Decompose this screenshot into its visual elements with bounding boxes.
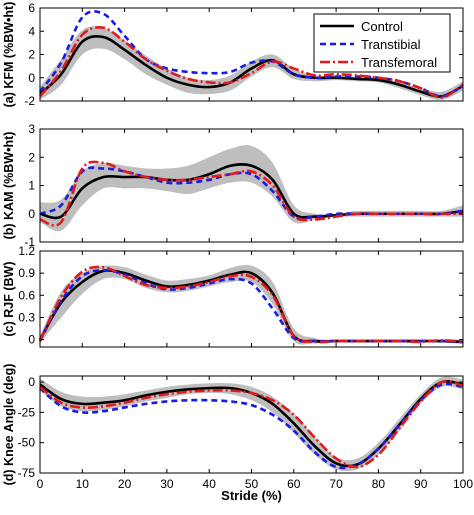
series-line-transfemoral bbox=[39, 160, 463, 227]
y-tick-label: 0 bbox=[28, 333, 35, 347]
panel-a: -2 0 2 4 6 (a) KFM (%BW•ht) bbox=[2, 1, 464, 108]
x-tick-label: 40 bbox=[203, 477, 217, 491]
series-line-transtibial bbox=[38, 10, 464, 98]
x-tick-label: 50 bbox=[245, 477, 259, 491]
y-axis-label: (c) RJF (BW) bbox=[2, 262, 16, 337]
y-tick-label: 1.2 bbox=[18, 244, 35, 258]
panel-d: -75 -50 -25 0 0 10 20 30 40 50 60 70 80 90 100 (d) Knee… bbox=[2, 364, 473, 503]
y-axis-label: (b) KAM (%BW•ht) bbox=[2, 132, 16, 240]
y-tick-label: 0 bbox=[28, 71, 35, 85]
y-tick-label: 0 bbox=[28, 375, 35, 389]
y-tick-label: 6 bbox=[28, 1, 35, 15]
y-tick-label: -2 bbox=[24, 94, 35, 108]
y-axis-label: (a) KFM (%BW•ht) bbox=[2, 2, 16, 108]
panel-b: -1 0 1 2 3 (b) KAM (%BW•ht) bbox=[2, 122, 464, 249]
x-tick-label: 0 bbox=[37, 477, 44, 491]
sd-band bbox=[40, 376, 463, 472]
series-line-transfemoral bbox=[39, 380, 464, 469]
x-tick-label: 30 bbox=[160, 477, 174, 491]
y-axis-label: (d) Knee Angle (deg) bbox=[2, 364, 16, 486]
y-tick-label: 4 bbox=[28, 24, 35, 38]
x-tick-label: 90 bbox=[414, 477, 428, 491]
y-tick-label: 2 bbox=[28, 150, 35, 164]
legend-control-label: Control bbox=[361, 19, 403, 34]
y-tick-label: -1 bbox=[24, 235, 35, 249]
x-tick-label: 20 bbox=[118, 477, 132, 491]
series-line-transtibial bbox=[39, 382, 464, 470]
legend-box bbox=[313, 13, 451, 73]
y-tick-label: -50 bbox=[18, 436, 36, 450]
y-tick-label: 0 bbox=[28, 207, 35, 221]
series-line-control bbox=[39, 35, 464, 98]
panel-c: 0 0.3 0.6 0.9 1.2(c) RJF (BW) bbox=[2, 244, 464, 348]
x-tick-label: 10 bbox=[76, 477, 90, 491]
x-tick-label: 80 bbox=[372, 477, 386, 491]
x-tick-label: 60 bbox=[287, 477, 301, 491]
y-tick-label: 0.6 bbox=[18, 288, 35, 302]
series-line-transtibial bbox=[39, 166, 464, 220]
y-tick-label: 0.9 bbox=[18, 266, 35, 280]
legend-transfemoral-label: Transfemoral bbox=[361, 55, 437, 70]
y-tick-label: 1 bbox=[28, 179, 35, 193]
y-tick-label: 2 bbox=[28, 48, 35, 62]
legend-transtibial-label: Transtibial bbox=[361, 37, 421, 52]
legend: Control Transtibial Transfemoral bbox=[313, 13, 451, 73]
plot-frame bbox=[39, 250, 464, 348]
sd-band bbox=[40, 145, 463, 232]
x-axis-label: Stride (%) bbox=[221, 488, 282, 503]
series-line-transfemoral bbox=[38, 265, 464, 344]
y-tick-label: -25 bbox=[18, 405, 36, 419]
x-tick-label: 100 bbox=[453, 477, 473, 491]
y-tick-label: -75 bbox=[18, 466, 36, 480]
y-tick-label: 3 bbox=[28, 122, 35, 136]
y-tick-label: 0.3 bbox=[18, 310, 35, 324]
x-tick-label: 70 bbox=[329, 477, 343, 491]
